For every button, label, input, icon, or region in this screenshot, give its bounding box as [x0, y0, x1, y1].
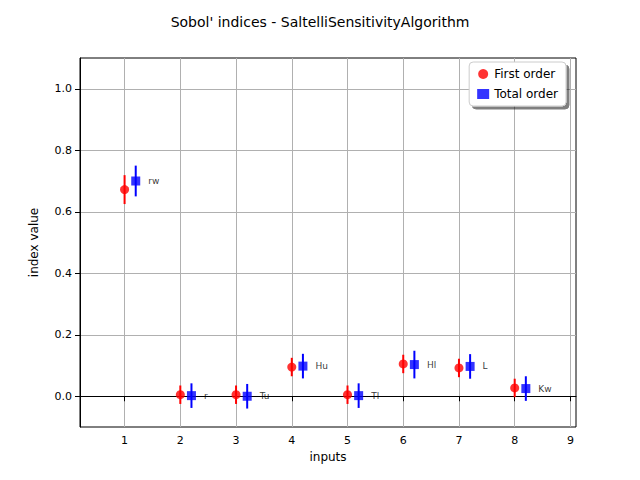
svg-text:Kw: Kw	[538, 384, 551, 394]
svg-text:8: 8	[511, 434, 518, 447]
svg-text:r: r	[204, 391, 208, 401]
svg-text:rw: rw	[148, 176, 159, 186]
svg-text:2: 2	[177, 434, 184, 447]
svg-text:0.4: 0.4	[55, 267, 73, 280]
svg-text:First order: First order	[494, 67, 555, 81]
svg-text:index value: index value	[27, 208, 41, 277]
svg-text:0.8: 0.8	[55, 144, 73, 157]
svg-text:5: 5	[344, 434, 351, 447]
svg-text:Sobol' indices - SaltelliSensi: Sobol' indices - SaltelliSensitivityAlgo…	[171, 14, 470, 30]
svg-text:inputs: inputs	[309, 450, 346, 464]
svg-text:7: 7	[455, 434, 462, 447]
svg-text:Tu: Tu	[259, 391, 270, 401]
svg-text:1: 1	[121, 434, 128, 447]
svg-text:0.0: 0.0	[55, 390, 73, 403]
svg-text:4: 4	[288, 434, 295, 447]
svg-text:Hu: Hu	[315, 361, 327, 371]
svg-text:0.2: 0.2	[55, 328, 73, 341]
svg-text:Hl: Hl	[427, 360, 436, 370]
svg-text:3: 3	[233, 434, 240, 447]
svg-text:1.0: 1.0	[55, 82, 73, 95]
svg-text:9: 9	[567, 434, 574, 447]
svg-text:L: L	[483, 361, 488, 371]
svg-text:6: 6	[400, 434, 407, 447]
svg-text:Tl: Tl	[370, 391, 379, 401]
svg-text:0.6: 0.6	[55, 205, 73, 218]
svg-text:Total order: Total order	[493, 87, 558, 101]
